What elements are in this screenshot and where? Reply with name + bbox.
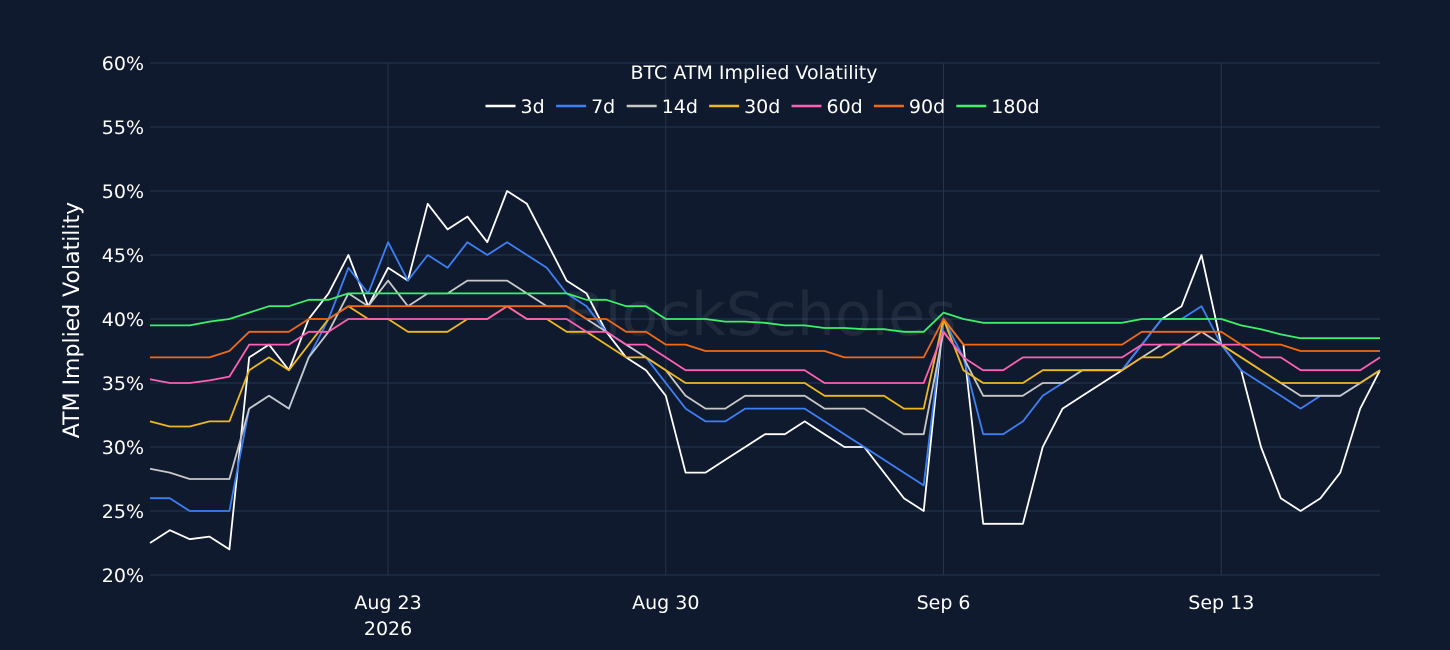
x-tick-label: Sep 13	[1188, 592, 1254, 614]
legend-label: 180d	[991, 96, 1039, 118]
legend-item-180d[interactable]: 180d	[956, 96, 1040, 118]
legend-item-60d[interactable]: 60d	[791, 96, 863, 118]
series-lines	[149, 190, 1381, 551]
legend-item-30d[interactable]: 30d	[709, 96, 780, 118]
y-tick-label: 30%	[102, 437, 144, 459]
x-tick-label: Aug 30	[632, 592, 699, 614]
x-axis: Aug 23 2026 Aug 30 Sep 6 Sep 13	[354, 592, 1254, 640]
y-tick-label: 25%	[102, 501, 144, 523]
legend-item-7d[interactable]: 7d	[556, 96, 615, 118]
y-tick-label: 50%	[102, 181, 144, 203]
x-tick-label: Sep 6	[917, 592, 971, 614]
y-axis-title: ATM Implied Volatility	[60, 202, 85, 438]
legend-label: 3d	[521, 96, 545, 118]
watermark: BlockScholes	[564, 280, 957, 350]
legend: 3d 7d 14d 30d 60d 90d 180d	[485, 96, 1040, 118]
legend-label: 30d	[744, 96, 780, 118]
x-tick-label: Aug 23	[354, 592, 421, 614]
chart-title: BTC ATM Implied Volatility	[631, 62, 878, 84]
series-line-60d	[149, 305, 1381, 384]
series-line-3d	[149, 190, 1381, 551]
y-axis: 20% 25% 30% 35% 40% 45% 50% 55% 60%	[102, 53, 144, 587]
x-tick-sublabel: 2026	[364, 618, 412, 640]
y-tick-label: 20%	[102, 565, 144, 587]
legend-label: 90d	[909, 96, 945, 118]
legend-label: 14d	[662, 96, 698, 118]
y-tick-label: 55%	[102, 117, 144, 139]
legend-label: 60d	[827, 96, 863, 118]
y-tick-label: 60%	[102, 53, 144, 75]
y-tick-label: 35%	[102, 373, 144, 395]
legend-item-14d[interactable]: 14d	[626, 96, 698, 118]
legend-label: 7d	[591, 96, 615, 118]
legend-item-90d[interactable]: 90d	[873, 96, 945, 118]
series-line-30d	[149, 305, 1381, 428]
y-tick-label: 40%	[102, 309, 144, 331]
series-line-180d	[150, 292, 1380, 340]
series-line-90d	[150, 305, 1380, 359]
y-tick-label: 45%	[102, 245, 144, 267]
legend-item-3d[interactable]: 3d	[485, 96, 545, 118]
